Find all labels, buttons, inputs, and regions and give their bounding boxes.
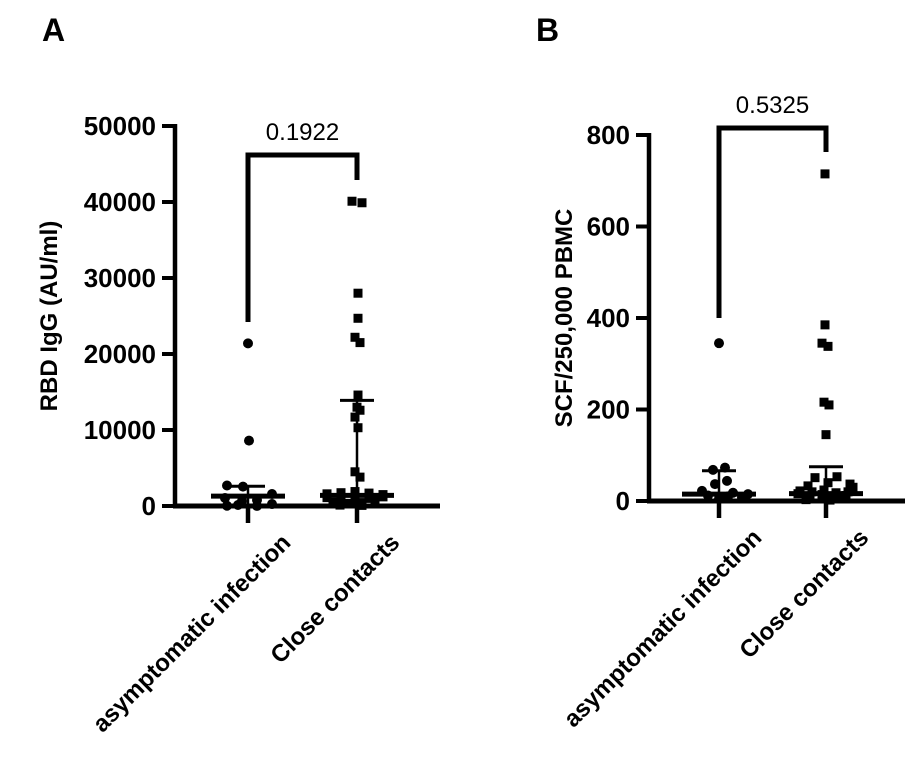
- data-point-square: [819, 397, 829, 407]
- data-point-square: [350, 332, 360, 342]
- data-point-square: [350, 487, 360, 497]
- y-tick-label: 20000: [84, 339, 156, 369]
- y-tick-label: 50000: [84, 111, 156, 141]
- data-point-square: [355, 338, 365, 348]
- data-point-square: [350, 412, 360, 422]
- data-point-circle: [252, 500, 262, 511]
- data-point-square: [821, 430, 831, 440]
- x-category-label: asymptomatic infection: [559, 524, 768, 733]
- data-point-square: [336, 488, 346, 498]
- data-point-circle: [222, 480, 232, 491]
- data-point-circle: [720, 462, 730, 473]
- data-point-square: [823, 478, 833, 488]
- y-tick-label: 40000: [84, 187, 156, 217]
- data-point-square: [355, 472, 365, 482]
- data-point-square: [795, 486, 805, 496]
- panel-label-a: A: [42, 12, 66, 48]
- data-point-circle: [244, 435, 254, 446]
- y-tick-label: 0: [142, 491, 156, 521]
- data-point-square: [820, 320, 830, 330]
- data-point-square: [810, 473, 820, 483]
- data-point-square: [378, 492, 388, 502]
- data-point-square: [364, 488, 374, 498]
- data-point-square: [322, 493, 332, 503]
- data-point-circle: [233, 500, 243, 511]
- data-point-square: [336, 494, 346, 504]
- y-tick-label: 600: [587, 212, 630, 242]
- data-point-square: [355, 405, 365, 415]
- y-axis-title: SCF/250,000 PBMC: [551, 209, 578, 428]
- y-tick-label: 30000: [84, 263, 156, 293]
- data-point-square: [328, 497, 338, 507]
- data-point-circle: [222, 500, 232, 511]
- y-tick-label: 10000: [84, 415, 156, 445]
- data-point-square: [819, 485, 829, 495]
- data-point-square: [350, 467, 360, 477]
- p-value-label: 0.1922: [266, 119, 339, 146]
- data-point-square: [335, 500, 345, 510]
- y-axis-title: RBD IgG (AU/ml): [36, 221, 63, 412]
- data-point-square: [832, 472, 842, 482]
- data-point-square: [823, 341, 833, 351]
- data-point-circle: [243, 338, 253, 349]
- data-point-circle: [743, 489, 753, 500]
- data-point-square: [342, 498, 352, 508]
- data-point-square: [357, 198, 367, 208]
- data-point-square: [843, 487, 853, 497]
- y-tick-label: 0: [616, 486, 630, 516]
- data-point-circle: [708, 464, 718, 475]
- data-point-square: [807, 487, 817, 497]
- data-point-square: [801, 495, 811, 505]
- data-point-square: [350, 495, 360, 505]
- significance-bracket: [716, 125, 829, 318]
- data-point-square: [848, 482, 858, 492]
- data-point-circle: [710, 479, 720, 490]
- data-point-circle: [722, 475, 732, 486]
- y-tick-label: 200: [587, 395, 630, 425]
- data-point-square: [817, 490, 827, 500]
- data-point-square: [824, 400, 834, 410]
- data-point-square: [347, 196, 357, 206]
- data-point-circle: [703, 490, 713, 501]
- y-tick-label: 400: [587, 303, 630, 333]
- data-point-square: [831, 488, 841, 498]
- data-point-square: [820, 169, 830, 179]
- data-point-square: [353, 390, 363, 400]
- panel-label-b: B: [536, 12, 560, 48]
- data-point-circle: [267, 499, 277, 510]
- data-point-square: [353, 313, 363, 323]
- data-point-square: [803, 481, 813, 491]
- data-point-square: [364, 493, 374, 503]
- data-point-square: [357, 500, 367, 510]
- data-point-square: [353, 288, 363, 298]
- data-point-square: [817, 338, 827, 348]
- y-tick-label: 800: [587, 120, 630, 150]
- data-point-circle: [238, 481, 248, 492]
- data-point-square: [825, 495, 835, 505]
- data-point-circle: [220, 493, 230, 504]
- p-value-label: 0.5325: [736, 92, 809, 119]
- data-point-square: [370, 497, 380, 507]
- data-point-circle: [267, 488, 277, 499]
- data-point-circle: [723, 491, 733, 502]
- significance-bracket: [245, 152, 360, 322]
- data-point-circle: [714, 338, 724, 349]
- data-point-square: [837, 494, 847, 504]
- data-point-square: [353, 423, 363, 433]
- data-point-circle: [714, 493, 724, 504]
